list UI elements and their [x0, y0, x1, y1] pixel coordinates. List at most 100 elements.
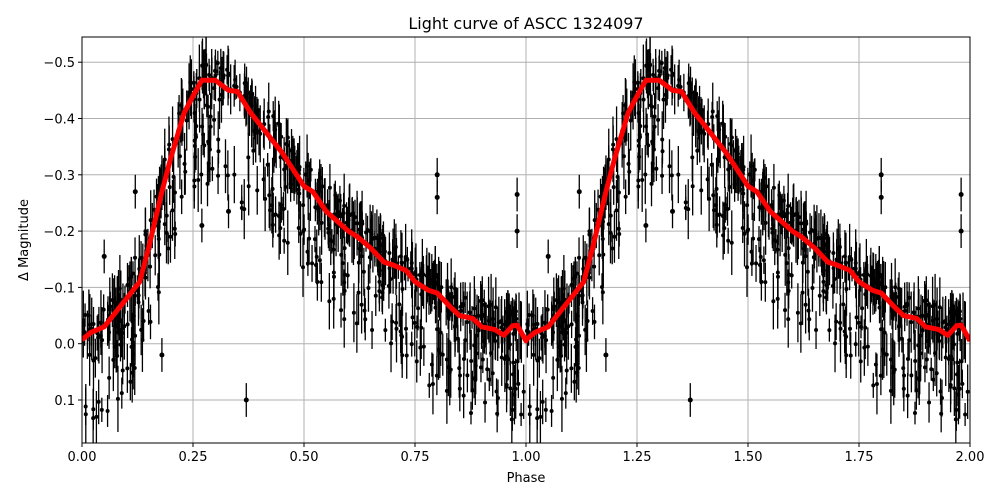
axis-ticks: 0.00 0.25 0.50 0.75 1.00 1.25 1.50 1.75 2.00 −0.5… [43, 56, 984, 465]
data-point [146, 309, 151, 314]
data-point [572, 379, 577, 384]
data-point [166, 246, 171, 251]
data-point [255, 108, 260, 113]
data-point [273, 127, 278, 132]
data-point [495, 411, 500, 416]
data-point [342, 317, 347, 322]
data-point [342, 246, 347, 251]
data-point [361, 269, 366, 274]
data-point [117, 286, 122, 291]
data-point [569, 322, 574, 327]
data-point [763, 280, 768, 285]
data-point [148, 264, 153, 269]
data-point [404, 353, 409, 358]
data-point [200, 124, 205, 129]
data-point [827, 328, 832, 333]
data-point [513, 312, 518, 317]
data-point [172, 190, 177, 195]
data-point [951, 342, 956, 347]
data-point [844, 353, 849, 358]
data-point [430, 382, 435, 387]
data-point [740, 226, 745, 231]
outlier-point [434, 194, 440, 200]
data-point [573, 337, 578, 342]
data-point [912, 411, 917, 416]
data-point [449, 285, 454, 290]
data-point [250, 92, 255, 97]
data-point [319, 280, 324, 285]
data-point [669, 173, 674, 178]
data-point [830, 283, 835, 288]
data-point [359, 302, 364, 307]
data-point [779, 213, 784, 218]
data-point [909, 373, 914, 378]
data-point [285, 240, 290, 245]
data-point [955, 331, 960, 336]
data-point [791, 213, 796, 218]
data-point [461, 393, 466, 398]
outlier-point [643, 222, 649, 228]
data-point [504, 383, 509, 388]
y-tick-label: −0.1 [43, 281, 75, 296]
data-point [478, 365, 483, 370]
data-point [660, 149, 665, 154]
chart-title: Light curve of ASCC 1324097 [408, 14, 643, 33]
data-point [120, 368, 125, 373]
data-point [911, 310, 916, 315]
data-point [938, 389, 943, 394]
data-point [192, 184, 197, 189]
data-point [676, 172, 681, 177]
data-point [803, 224, 808, 229]
data-point [882, 330, 887, 335]
data-point [965, 389, 970, 394]
data-point [216, 149, 221, 154]
data-point [531, 352, 536, 357]
data-point [592, 218, 597, 223]
data-point [125, 322, 130, 327]
data-point [156, 290, 161, 295]
data-point [125, 366, 130, 371]
data-point [884, 352, 889, 357]
data-point [946, 356, 951, 361]
data-point [751, 236, 756, 241]
data-point [920, 328, 925, 333]
data-point [838, 326, 843, 331]
data-point [650, 161, 655, 166]
data-point [563, 391, 568, 396]
data-point [727, 185, 732, 190]
data-point [871, 383, 876, 388]
data-point [208, 124, 213, 129]
data-point [813, 232, 818, 237]
data-point [386, 283, 391, 288]
data-point [711, 193, 716, 198]
data-point [627, 169, 632, 174]
data-point [338, 212, 343, 217]
data-point [363, 317, 368, 322]
data-point [610, 147, 615, 152]
data-point [266, 109, 271, 114]
data-point [438, 330, 443, 335]
data-point [157, 252, 162, 257]
data-point [901, 386, 906, 391]
data-point [934, 371, 939, 376]
data-point [807, 317, 812, 322]
data-point [710, 109, 715, 114]
data-point [143, 232, 148, 237]
x-tick-label: 0.25 [179, 450, 208, 465]
data-point [232, 172, 237, 177]
data-point [409, 266, 414, 271]
data-point [335, 213, 340, 218]
data-point [943, 355, 948, 360]
data-point [394, 326, 399, 331]
data-point [219, 92, 224, 97]
data-point [786, 317, 791, 322]
data-point [426, 281, 431, 286]
outlier-point [958, 192, 964, 198]
data-point [374, 236, 379, 241]
data-point [759, 279, 764, 284]
outlier-point [514, 192, 520, 198]
data-point [327, 223, 332, 228]
data-point [457, 386, 462, 391]
data-point [319, 220, 324, 225]
